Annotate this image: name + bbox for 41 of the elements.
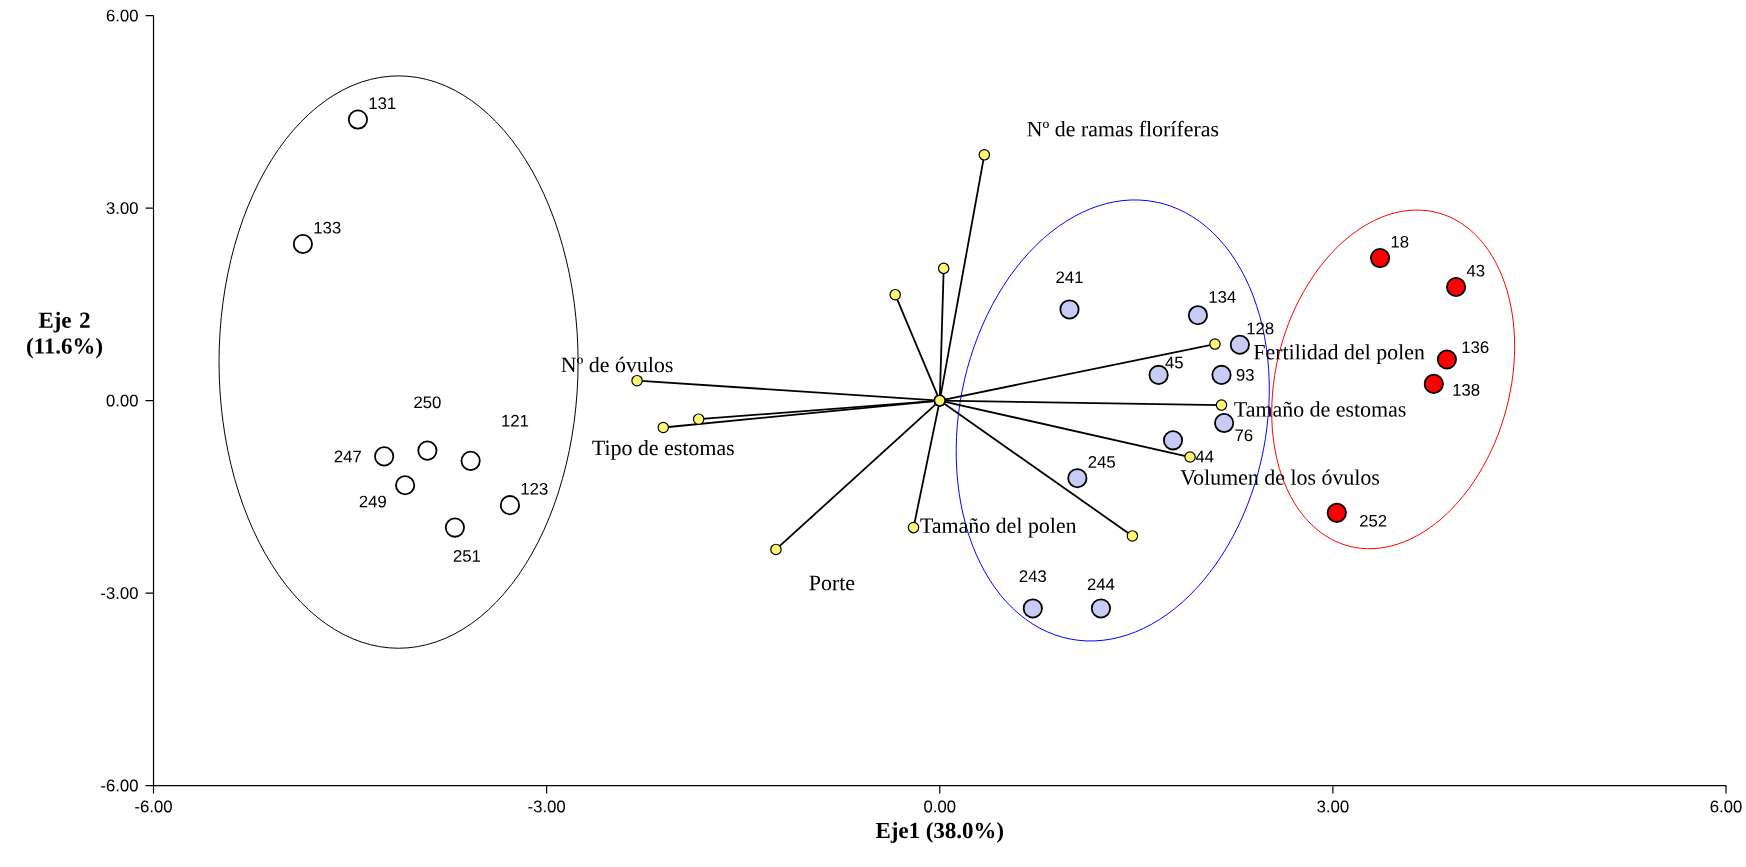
x-axis-title: Eje1 (38.0%) bbox=[875, 822, 1003, 844]
annotation: 18 bbox=[1391, 236, 1409, 248]
annotation: 251 bbox=[453, 550, 481, 563]
y-tick-label: 3.00 bbox=[106, 202, 138, 215]
annotation: 244 bbox=[1087, 578, 1115, 591]
x-tick-label: 3.00 bbox=[1317, 800, 1349, 813]
annotation: 43 bbox=[1466, 265, 1485, 277]
annotation: 121 bbox=[502, 415, 529, 427]
annotation: 128 bbox=[1247, 322, 1274, 335]
y-tick-label: 6.00 bbox=[106, 9, 138, 22]
series-label: Nº de óvulos bbox=[561, 357, 673, 373]
annotation: 138 bbox=[1453, 384, 1480, 397]
y-tick-label: -3.00 bbox=[101, 587, 138, 600]
annotation: 44 bbox=[1195, 450, 1214, 463]
annotation: 45 bbox=[1165, 357, 1183, 369]
series-label: Nº de ramas floríferas bbox=[1027, 121, 1219, 137]
annotation: 241 bbox=[1056, 271, 1083, 284]
series-label: Porte bbox=[809, 576, 855, 591]
annotation: 247 bbox=[334, 450, 361, 463]
x-tick-label: -3.00 bbox=[528, 800, 566, 813]
y-tick-label: 0.00 bbox=[106, 394, 138, 407]
series-label: Tamaño del polen bbox=[920, 517, 1077, 538]
annotation: 131 bbox=[369, 97, 396, 110]
series-label: Tipo de estomas bbox=[592, 440, 734, 460]
annotation: 243 bbox=[1019, 570, 1047, 583]
x-tick-label: -6.00 bbox=[135, 800, 172, 813]
annotation: 133 bbox=[314, 222, 341, 234]
y-tick-label: -6.00 bbox=[101, 779, 138, 792]
x-tick-label: 6.00 bbox=[1710, 800, 1742, 813]
annotation: 136 bbox=[1462, 341, 1489, 354]
y-axis-title: Eje 2 (11.6%) bbox=[27, 312, 103, 359]
annotation: 250 bbox=[414, 396, 441, 409]
annotation: 245 bbox=[1088, 456, 1115, 469]
x-tick-label: 0.00 bbox=[924, 800, 956, 813]
annotation: 123 bbox=[521, 483, 548, 496]
annotation: 134 bbox=[1209, 291, 1236, 304]
series-label: Volumen de los óvulos bbox=[1180, 469, 1380, 486]
annotation: 76 bbox=[1235, 429, 1253, 442]
annotation: 252 bbox=[1360, 515, 1387, 528]
annotation: 93 bbox=[1236, 369, 1254, 382]
annotation: 249 bbox=[359, 495, 386, 508]
